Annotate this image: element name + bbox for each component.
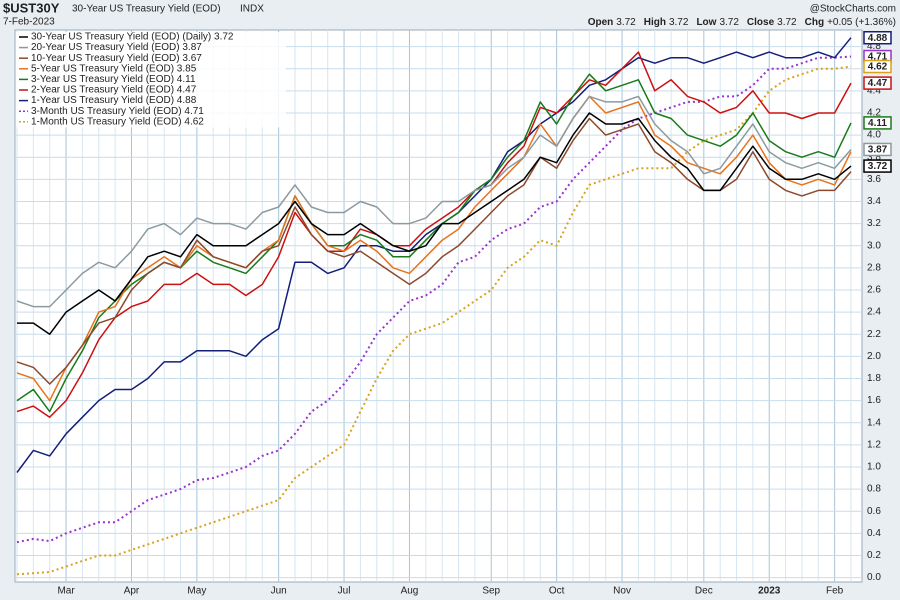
y-tick-label: 3.2: [867, 218, 881, 229]
series-line: [16, 65, 852, 576]
last-value-label: 4.62: [868, 62, 888, 73]
y-tick-label: 2.6: [867, 285, 881, 296]
y-tick-label: 4.0: [867, 130, 881, 141]
last-value-label: 4.71: [868, 52, 888, 63]
last-value-box: [863, 76, 892, 90]
last-value-label: 4.11: [868, 118, 887, 129]
legend-bg: [16, 85, 286, 96]
legend-label: 3-Month US Treasury Yield (EOD) 4.71: [31, 106, 204, 117]
y-tick-label: 2.8: [867, 262, 881, 273]
quote: Open 3.72 High 3.72 Low 3.72 Close 3.72 Chg +0.05…: [588, 17, 896, 28]
last-value-box: [863, 159, 892, 173]
quote-label: Chg: [805, 17, 824, 28]
y-tick-label: 3.4: [867, 196, 881, 207]
y-tick-label: 3.8: [867, 152, 881, 163]
legend-bg: [16, 53, 286, 64]
y-tick-label: 1.8: [867, 373, 881, 384]
series-line: [16, 95, 852, 308]
legend-label: 30-Year US Treasury Yield (EOD) (Daily) …: [31, 32, 234, 43]
x-tick-label: Nov: [613, 586, 631, 597]
y-tick-label: 4.8: [867, 41, 881, 52]
y-tick-label: 3.0: [867, 240, 881, 251]
y-tick-label: 0.0: [867, 572, 881, 583]
y-tick-label: 1.2: [867, 439, 881, 450]
legend-bg: [16, 95, 286, 107]
legend-label: 20-Year US Treasury Yield (EOD) 3.87: [31, 42, 202, 53]
x-tick-label: Apr: [124, 586, 140, 597]
series-line: [16, 55, 852, 544]
last-value-label: 4.88: [868, 33, 888, 44]
y-tick-label: 0.6: [867, 506, 881, 517]
quote-label: Close: [747, 17, 775, 28]
x-tick-label: Sep: [482, 586, 500, 597]
quote-value: 3.72: [669, 17, 689, 28]
legend-label: 5-Year US Treasury Yield (EOD) 3.85: [31, 63, 197, 74]
legend-label: 2-Year US Treasury Yield (EOD) 4.47: [31, 85, 197, 96]
quote-label: Low: [696, 17, 716, 28]
y-tick-label: 1.0: [867, 462, 881, 473]
y-tick-label: 2.2: [867, 329, 881, 340]
x-tick-label: Feb: [826, 586, 844, 597]
y-tick-label: 0.8: [867, 484, 881, 495]
legend-label: 3-Year US Treasury Yield (EOD) 4.11: [31, 74, 196, 85]
x-tick-label: May: [187, 586, 206, 597]
x-tick-label: Dec: [695, 586, 713, 597]
y-tick-label: 0.4: [867, 528, 881, 539]
last-value-label: 3.72: [868, 161, 888, 172]
exchange: INDX: [240, 4, 264, 15]
x-tick-label: Aug: [401, 586, 419, 597]
y-tick-label: 3.6: [867, 174, 881, 185]
quote-label: Open: [588, 17, 614, 28]
last-value-label: 3.87: [868, 145, 888, 156]
quote-value: +0.05 (+1.36%): [827, 17, 896, 28]
y-tick-label: 2.0: [867, 351, 881, 362]
y-tick-label: 1.4: [867, 417, 881, 428]
legend-bg: [16, 42, 286, 54]
date: 7-Feb-2023: [3, 17, 55, 28]
quote-label: High: [644, 17, 666, 28]
legend-bg: [16, 106, 286, 117]
y-tick-label: 2.4: [867, 307, 881, 318]
x-tick-label: 2023: [758, 586, 781, 597]
quote-value: 3.72: [616, 17, 636, 28]
watermark: @StockCharts.com: [810, 4, 896, 15]
series-line: [16, 37, 852, 473]
y-tick-label: 0.2: [867, 550, 881, 561]
legend-label: 1-Month US Treasury Yield (EOD) 4.62: [31, 116, 204, 127]
series-line: [17, 112, 852, 335]
quote-value: 3.72: [719, 17, 739, 28]
last-value-box: [863, 142, 892, 157]
y-tick-label: 4.2: [867, 108, 881, 119]
symbol-name: 30-Year US Treasury Yield (EOD): [72, 4, 221, 15]
last-value-box: [863, 59, 892, 74]
last-value-box: [863, 30, 892, 45]
quote-value: 3.72: [777, 17, 797, 28]
legend-label: 10-Year US Treasury Yield (EOD) 3.67: [31, 53, 202, 64]
x-tick-label: Jun: [271, 586, 287, 597]
legend-label: 1-Year US Treasury Yield (EOD) 4.88: [31, 95, 197, 106]
y-tick-label: 1.6: [867, 395, 881, 406]
symbol: $UST30Y: [3, 0, 60, 15]
y-tick-label: 4.4: [867, 85, 881, 96]
x-tick-label: Mar: [57, 586, 75, 597]
series-line: [16, 51, 852, 418]
legend-bg: [16, 32, 286, 43]
legend-bg: [16, 116, 286, 128]
x-tick-label: Oct: [549, 586, 565, 597]
last-value-box: [863, 116, 892, 130]
x-tick-label: Jul: [338, 586, 351, 597]
legend-bg: [16, 63, 286, 75]
last-value-label: 4.47: [868, 78, 888, 89]
legend-bg: [16, 74, 286, 85]
